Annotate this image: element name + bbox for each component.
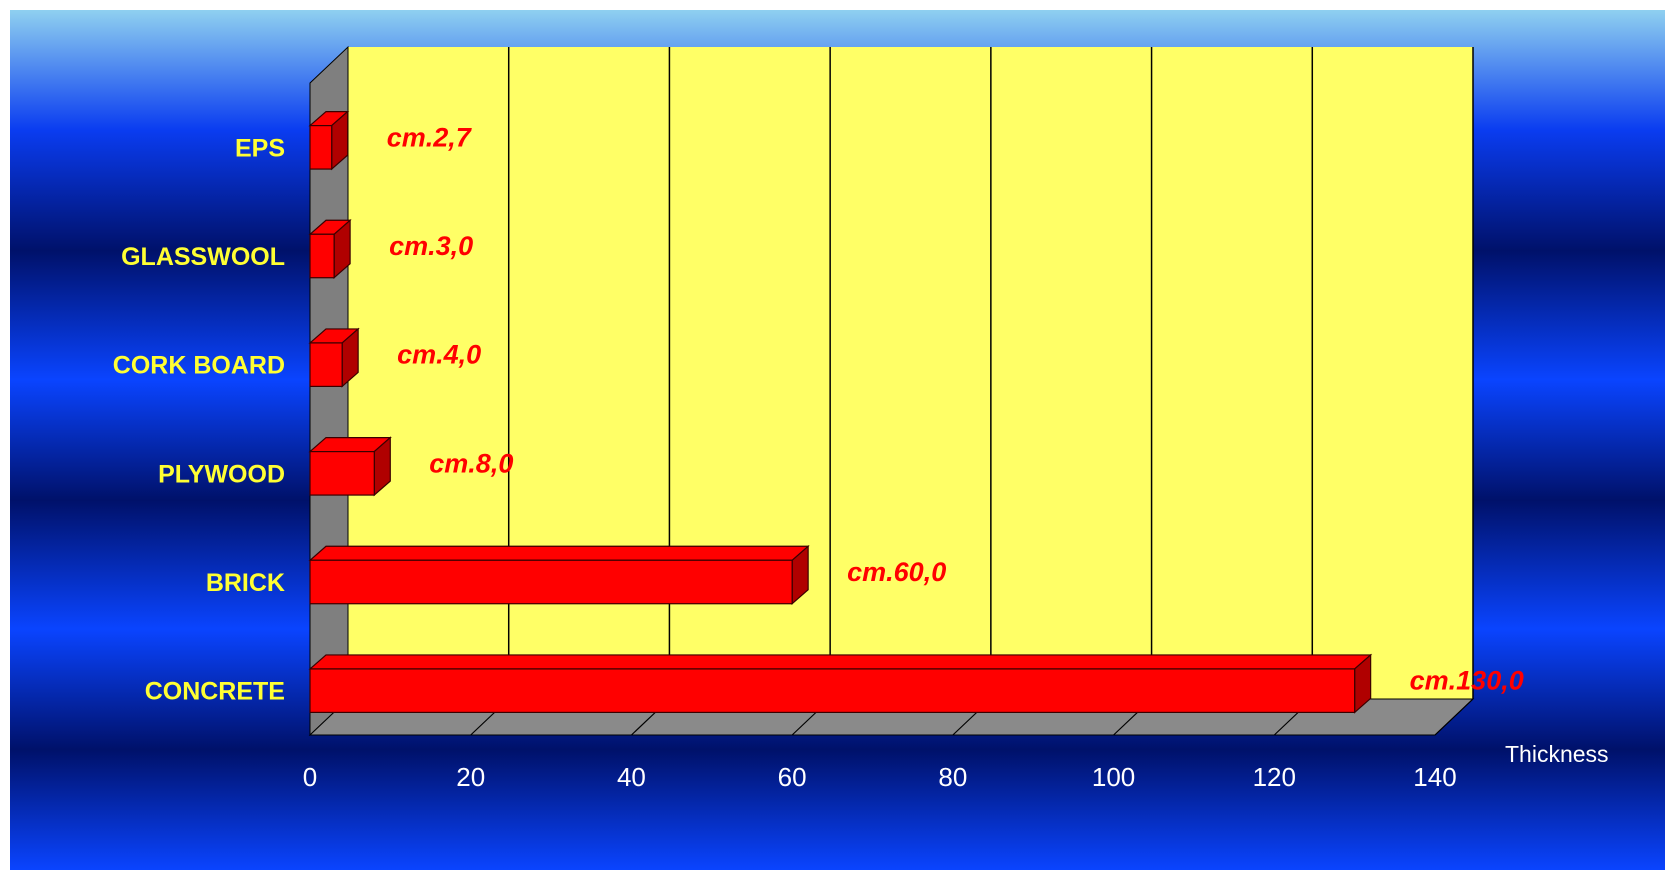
bar-front-face xyxy=(309,559,793,605)
data-label: cm.4,0 xyxy=(397,340,481,370)
data-label: cm.8,0 xyxy=(429,448,513,478)
bar-front-face xyxy=(309,124,333,170)
category-label: EPS xyxy=(235,134,285,162)
category-label: CORK BOARD xyxy=(113,352,285,380)
bar xyxy=(308,110,350,171)
category-labels: EPS GLASSWOOL CORK BOARD PLYWOOD BRICK CONCRE… xyxy=(113,134,285,705)
x-tick-label: 140 xyxy=(1413,762,1456,792)
data-label: cm.60,0 xyxy=(847,557,946,587)
category-label: PLYWOOD xyxy=(158,460,285,488)
x-tick-label: 60 xyxy=(778,762,807,792)
x-tick-label: 100 xyxy=(1092,762,1135,792)
x-tick-label: 40 xyxy=(617,762,646,792)
data-label: cm.130,0 xyxy=(1410,666,1524,696)
bars-group xyxy=(308,110,1373,714)
bar-top-face xyxy=(308,545,810,561)
bar-front-face xyxy=(309,451,375,496)
plot-area xyxy=(308,45,1475,737)
data-labels: cm.2,7 cm.3,0 cm.4,0 cm.8,0 cm.60,0 cm.130,0 xyxy=(387,122,1524,695)
bar xyxy=(308,436,392,497)
data-label: cm.2,7 xyxy=(387,122,473,152)
category-label: CONCRETE xyxy=(145,678,285,706)
bar xyxy=(308,327,360,388)
bar-front-face xyxy=(309,342,343,387)
bar xyxy=(308,653,1373,714)
data-label: cm.3,0 xyxy=(389,231,473,261)
bar-front-face xyxy=(309,668,1356,714)
gridlines xyxy=(470,47,1474,736)
bar xyxy=(308,218,352,280)
bar-front-face xyxy=(309,233,335,279)
x-tick-label: 120 xyxy=(1253,762,1296,792)
x-tick-label: 80 xyxy=(938,762,967,792)
x-tick-label: 0 xyxy=(303,762,317,792)
x-tick-labels: 0 20 40 60 80 100 120 140 xyxy=(303,762,1457,792)
bar-top-face xyxy=(308,654,1373,670)
bar xyxy=(308,544,810,606)
x-axis-title: Thickness xyxy=(1505,741,1609,767)
category-label: GLASSWOOL xyxy=(121,243,285,271)
floor-tick xyxy=(1434,698,1474,736)
category-label: BRICK xyxy=(206,569,285,597)
x-tick-label: 20 xyxy=(456,762,485,792)
